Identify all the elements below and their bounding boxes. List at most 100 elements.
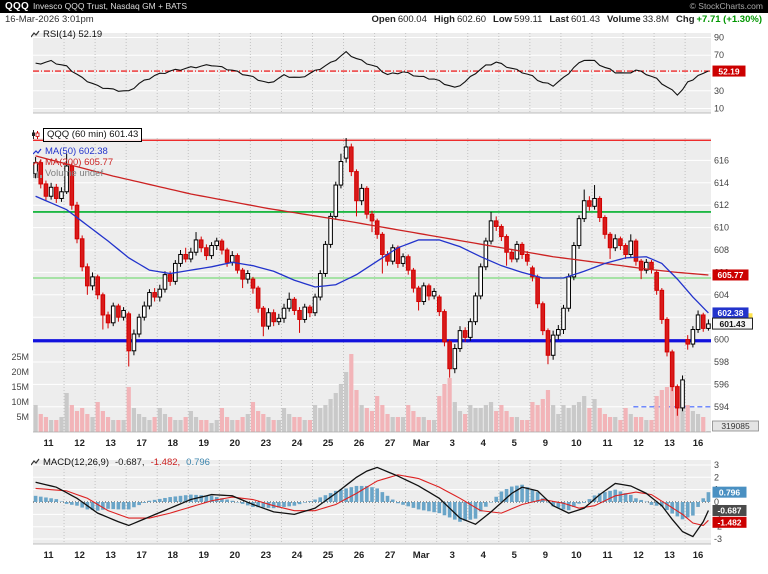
x-axis-label: 4	[481, 438, 487, 449]
quote-open: Open 600.04	[371, 14, 427, 25]
x-axis-label: 17	[136, 550, 147, 561]
x-axis-label: 19	[199, 550, 210, 561]
x-axis-label: 19	[199, 438, 210, 449]
indicator-icon	[31, 458, 40, 466]
axis-label: 614	[714, 178, 729, 188]
rsi-line	[35, 50, 709, 96]
x-axis-label: 13	[105, 438, 116, 449]
volume-readout-box: 319085	[712, 420, 759, 432]
x-axis-label: 11	[44, 550, 55, 561]
x-axis-label: 20	[230, 438, 241, 449]
x-axis-label: 16	[693, 550, 704, 561]
axis-label: 20M	[11, 367, 29, 377]
rsi-panel: 90 70 30 10 52.19 RSI(14) 52.19	[0, 27, 768, 120]
axis-value-box: -1.482	[712, 516, 747, 528]
axis-label: 70	[714, 50, 724, 60]
macd-label-text: MACD(12,26,9)	[43, 457, 109, 468]
candlestick-icon	[32, 130, 40, 139]
svg-text:319085: 319085	[721, 421, 750, 431]
candles	[33, 138, 711, 416]
axis-label: 25M	[11, 352, 29, 362]
x-axis-label: Mar	[413, 438, 430, 449]
axis-label: 15M	[11, 382, 29, 392]
quote-change: Chg +7.71 (+1.30%)	[676, 14, 762, 25]
x-axis-label: Mar	[413, 550, 430, 561]
legend-volume: Volume undef	[33, 168, 103, 179]
volume-bars-icon	[33, 171, 42, 178]
x-axis-label: 27	[385, 550, 396, 561]
axis-label: 3	[714, 460, 719, 470]
x-axis-label: 25	[323, 438, 334, 449]
x-axis-label: 24	[292, 550, 303, 561]
x-axis-label: 23	[261, 550, 272, 561]
x-axis-label: 13	[664, 550, 675, 561]
copyright: © StockCharts.com	[689, 1, 763, 11]
svg-text:602.38: 602.38	[718, 308, 744, 318]
svg-text:601.43: 601.43	[720, 319, 746, 329]
axis-label: 612	[714, 200, 729, 210]
axis-value-box: 52.19	[712, 65, 746, 77]
legend-ma50: MA(50) 602.38	[33, 146, 108, 157]
axis-label: 0	[714, 497, 719, 507]
x-axis-label: 3	[450, 438, 455, 449]
axis-label: 2	[714, 472, 719, 482]
x-axis-label: 12	[633, 550, 644, 561]
ma200-line	[35, 155, 709, 276]
axis-label: 10	[714, 104, 724, 114]
axis-value-box: 601.43	[712, 317, 753, 330]
macd-label: MACD(12,26,9) -0.687, -1.482, 0.796	[31, 457, 210, 468]
timestamp: 16-Mar-2026 3:01pm	[5, 14, 94, 25]
svg-text:0.796: 0.796	[719, 487, 741, 497]
x-axis-label: 10	[571, 438, 582, 449]
x-axis-label: 24	[292, 438, 303, 449]
price-plot-bg	[33, 138, 711, 432]
x-axis-label: 25	[323, 550, 334, 561]
x-axis-label: 5	[512, 550, 518, 561]
ma200-line-icon	[33, 159, 42, 165]
svg-text:605.77: 605.77	[718, 270, 744, 280]
x-axis-label: 13	[105, 550, 116, 561]
axis-label: 616	[714, 155, 729, 165]
axis-value-box: 605.77	[712, 269, 749, 281]
axis-label: 610	[714, 223, 729, 233]
x-axis-label: 17	[136, 438, 147, 449]
macd-value: -0.687,	[115, 457, 145, 468]
legend-ma50-text: MA(50) 602.38	[45, 146, 108, 157]
x-axis-label: 3	[450, 550, 455, 561]
x-axis-label: 26	[354, 438, 365, 449]
legend-ma200-text: MA(200) 605.77	[45, 157, 114, 168]
macd-histogram	[33, 484, 711, 522]
axis-label: 10M	[11, 397, 29, 407]
x-axis-label: 4	[481, 550, 487, 561]
x-axis-label: 23	[261, 438, 272, 449]
legend-ma200: MA(200) 605.77	[33, 157, 113, 168]
svg-text:-0.687: -0.687	[717, 506, 741, 516]
x-axis-label: 9	[543, 550, 548, 561]
axis-label: 596	[714, 379, 729, 389]
quote-last: Last 601.43	[549, 14, 601, 25]
x-axis-label: 12	[74, 438, 85, 449]
price-legend-title: QQQ (60 min) 601.43	[31, 128, 143, 142]
price-panel: 616614612610608606604602600598596594605.…	[0, 124, 768, 454]
quote-summary: Open 600.04 High 602.60 Low 599.11 Last 601.…	[372, 13, 762, 27]
axis-label: -3	[714, 534, 722, 544]
title-bar: © StockCharts.com QQQ Invesco QQQ Trust, …	[0, 0, 768, 13]
x-axis-label: 11	[44, 438, 55, 449]
axis-label: 604	[714, 290, 729, 300]
x-axis-label: 9	[543, 438, 548, 449]
symbol-name: Invesco QQQ Trust, Nasdaq GM + BATS	[32, 1, 188, 11]
x-axis-label: 10	[571, 550, 582, 561]
axis-label: 5M	[16, 412, 29, 422]
legend-volume-text: Volume undef	[45, 168, 104, 179]
axis-label: 600	[714, 335, 729, 345]
quote-high: High 602.60	[433, 14, 487, 25]
axis-value-box: 602.38	[712, 307, 749, 319]
quote-low: Low 599.11	[493, 14, 543, 25]
x-axis-label: 27	[385, 438, 396, 449]
x-axis-label: 26	[354, 550, 365, 561]
indicator-icon	[31, 30, 40, 38]
quote-volume: Volume 33.8M	[607, 14, 670, 25]
x-axis-label: 18	[167, 438, 178, 449]
x-axis-label: 18	[167, 550, 178, 561]
